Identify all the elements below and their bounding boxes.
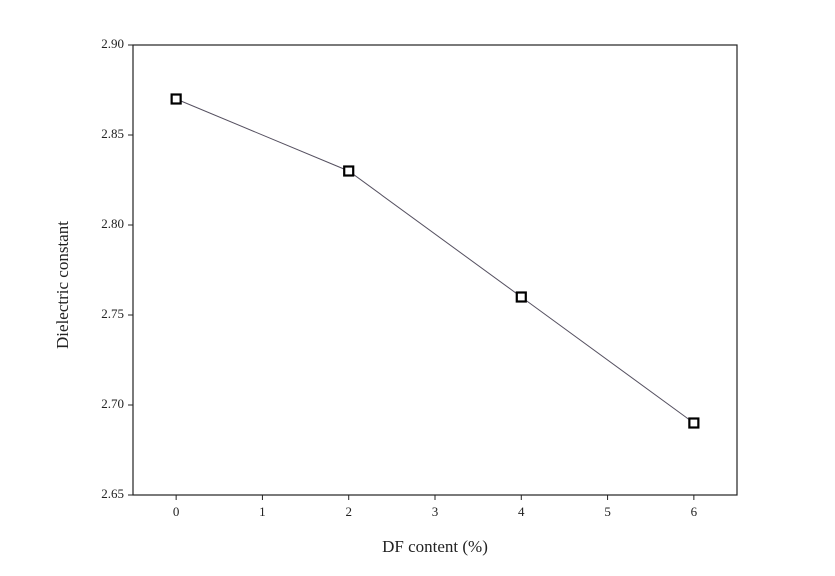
marker [688,417,700,429]
x-tick-label: 2 [345,504,352,519]
plot-frame [132,44,738,496]
x-tick-label: 1 [259,504,266,519]
y-tick-label: 2.70 [101,396,124,411]
y-tick-label: 2.80 [101,216,124,231]
x-tick-label: 0 [173,504,180,519]
x-tick-label: 4 [518,504,525,519]
y-tick-label: 2.90 [101,36,124,51]
y-tick-label: 2.65 [101,486,124,501]
marker [343,165,355,177]
x-tick-label: 5 [604,504,611,519]
y-tick-label: 2.75 [101,306,124,321]
y-axis-title: Dielectric constant [53,221,72,349]
x-axis-title: DF content (%) [382,537,488,556]
marker [170,93,182,105]
marker [515,291,527,303]
y-tick-label: 2.85 [101,126,124,141]
x-tick-label: 6 [691,504,698,519]
data-line [175,98,695,424]
x-tick-label: 3 [432,504,439,519]
